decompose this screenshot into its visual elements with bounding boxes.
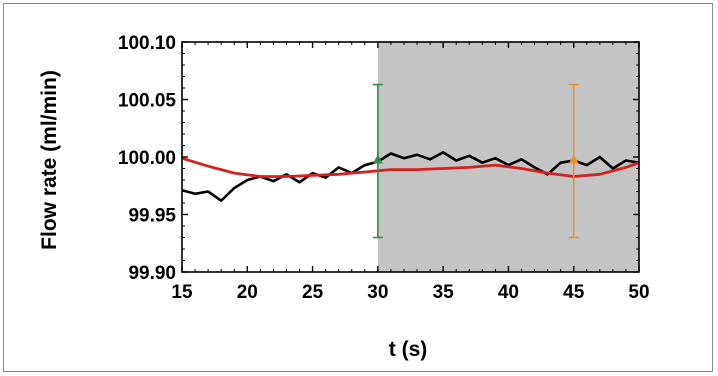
error-bar-marker: [568, 154, 579, 164]
x-tick-label: 35: [433, 282, 455, 303]
x-tick-label: 50: [628, 282, 649, 303]
y-tick-label: 99.90: [128, 263, 176, 284]
x-tick-label: 30: [367, 282, 388, 303]
x-tick-label: 20: [237, 282, 258, 303]
figure-frame: 15 20 25 30 35 40 45 50 99.90 99.95 100.00 100.05 10…: [3, 3, 713, 372]
y-tick-label: 99.95: [128, 206, 176, 227]
x-tick-label: 25: [302, 282, 324, 303]
y-tick-label: 100.00: [118, 148, 176, 169]
flow-rate-chart: 15 20 25 30 35 40 45 50 99.90 99.95 100.00 100.05 10…: [38, 33, 650, 361]
x-tick-label: 45: [563, 282, 585, 303]
error-bar-2: [568, 83, 579, 239]
error-bar-marker: [372, 154, 383, 164]
y-axis-title: Flow rate (ml/min): [38, 70, 61, 250]
y-tick-label: 100.05: [118, 91, 177, 112]
error-bar-1: [372, 83, 383, 239]
x-axis-title: t (s): [389, 338, 428, 361]
x-tick-label: 40: [498, 282, 519, 303]
x-tick-label: 15: [171, 282, 193, 303]
y-tick-label: 100.10: [118, 33, 176, 54]
